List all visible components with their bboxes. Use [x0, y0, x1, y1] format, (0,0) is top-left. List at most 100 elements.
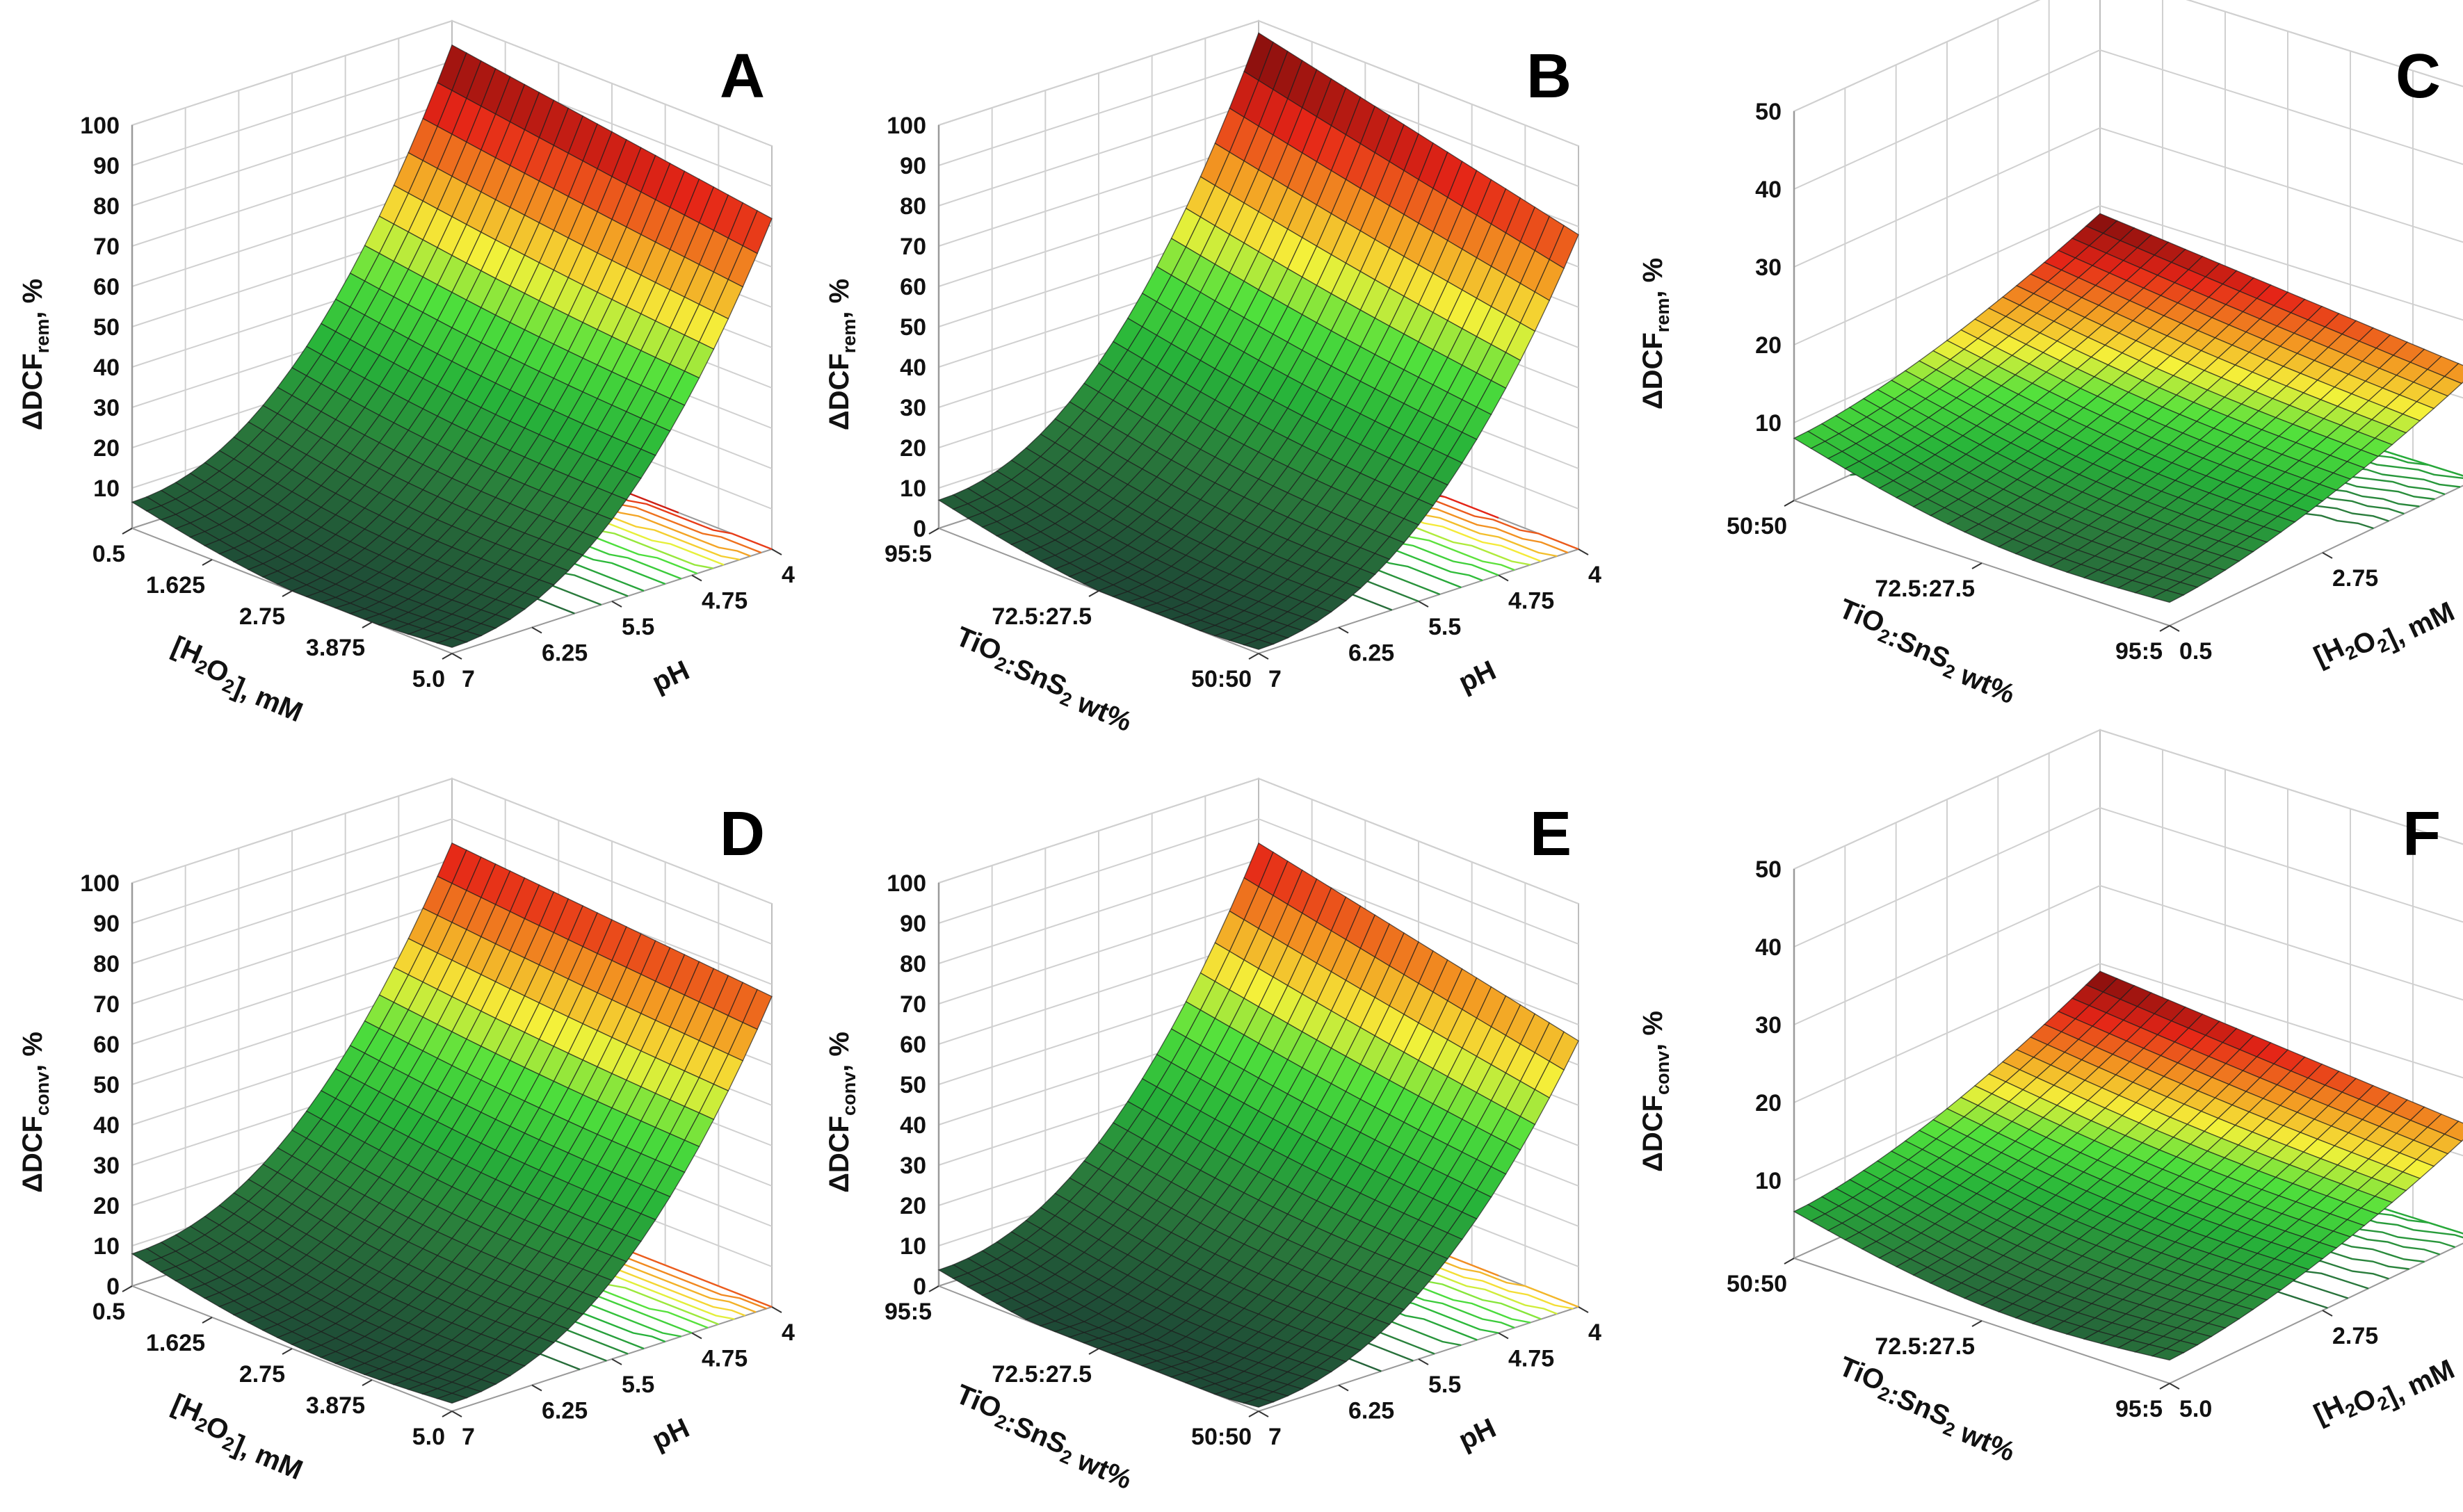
left-axis-tick-label: 3.875 — [306, 635, 365, 661]
z-tick-label: 0 — [913, 1274, 926, 1300]
z-axis-label: ΔDCFconv, % — [1638, 1011, 1673, 1172]
left-axis-tick — [362, 1379, 373, 1386]
surface-panel-d: 0 10 20 30 40 50 60 70 80 90 100 0.5 1.625 2.75 3.875 5… — [17, 777, 795, 1486]
right-axis-tick — [531, 1384, 542, 1392]
left-axis-tick-label: 0.5 — [92, 541, 125, 567]
surface-mesh — [1793, 970, 2463, 1361]
z-tick-label: 60 — [93, 1032, 120, 1058]
surface-mesh — [131, 842, 773, 1404]
surface-panel-c: 102030405050:5072.5:27.595:50.52.755.0Ti… — [1638, 0, 2463, 710]
z-axis-label: ΔDCFconv, % — [824, 1032, 859, 1193]
left-axis-tick — [122, 528, 133, 535]
z-tick-label: 40 — [900, 355, 926, 381]
surface-cell — [1242, 1397, 1275, 1408]
z-tick-label: 50 — [93, 314, 120, 341]
right-axis-tick — [1338, 1384, 1349, 1392]
surface-cell — [436, 637, 468, 648]
left-axis-tick — [202, 1317, 213, 1324]
left-axis-tick-label: 95:5 — [2115, 638, 2163, 665]
right-axis-tick-label: 5.5 — [1428, 1372, 1461, 1398]
z-tick-label: 90 — [93, 911, 120, 937]
z-tick-label: 0 — [106, 1274, 120, 1300]
left-axis-tick-label: 72.5:27.5 — [992, 603, 1092, 630]
z-tick-label: 40 — [1755, 177, 1782, 203]
z-axis-label: ΔDCFrem, % — [17, 279, 53, 430]
z-tick-label: 40 — [93, 1112, 120, 1139]
right-axis-tick-label: 4 — [782, 1319, 795, 1346]
right-axis-tick — [1258, 1411, 1269, 1417]
panel-label: D — [720, 799, 765, 869]
z-tick-label: 100 — [887, 870, 926, 897]
right-axis-tick-label: 2.75 — [2332, 565, 2378, 592]
right-axis-label: [H2O2], mM — [2309, 583, 2459, 685]
left-axis-tick — [1248, 1411, 1259, 1417]
surface-cell — [436, 1392, 468, 1404]
left-axis-tick — [282, 1348, 293, 1355]
right-axis-tick-label: 6.25 — [1348, 640, 1394, 667]
z-tick-label: 20 — [1755, 1090, 1782, 1116]
right-axis-tick-label: 4.75 — [1508, 588, 1554, 615]
z-tick-label: 30 — [1755, 1012, 1782, 1039]
z-tick-label: 80 — [900, 951, 926, 977]
surface-panel-e: 0 10 20 30 40 50 60 70 80 90 100 95:5 72.5:27.5 50:50… — [824, 777, 1601, 1495]
left-axis-tick-label: 1.625 — [146, 1330, 205, 1356]
right-axis-tick-label: 5.0 — [2179, 1396, 2212, 1422]
wall-gridline — [1793, 49, 2463, 190]
z-tick-label: 90 — [93, 153, 120, 179]
z-axis-label: ΔDCFconv, % — [17, 1032, 53, 1193]
z-tick-label: 30 — [1755, 254, 1782, 281]
z-tick-label: 0 — [913, 516, 926, 542]
panel-label: C — [2396, 42, 2441, 111]
right-axis-tick-label: 4.75 — [1508, 1346, 1554, 1372]
left-axis-tick — [928, 528, 939, 535]
left-axis-tick — [1088, 590, 1099, 597]
left-axis-tick — [282, 590, 293, 597]
left-axis-label: TiO2:SnS2 wt% — [946, 621, 1142, 738]
surface-mesh — [937, 842, 1579, 1408]
surface-panel-b: 0 10 20 30 40 50 60 70 80 90 100 95:5 72.5:27.5 50:50… — [824, 19, 1601, 738]
z-tick-label: 10 — [1755, 410, 1782, 437]
left-axis-tick — [202, 559, 213, 566]
z-tick-label: 100 — [80, 870, 120, 897]
right-axis-tick-label: 4.75 — [702, 588, 748, 615]
left-axis-tick-label: 72.5:27.5 — [1875, 1333, 1975, 1360]
right-axis-tick — [1578, 548, 1589, 555]
z-tick-label: 90 — [900, 911, 926, 937]
right-axis-tick-label: 5.5 — [622, 1372, 654, 1398]
right-axis-tick — [2322, 1310, 2333, 1317]
left-axis-tick-label: 50:50 — [1191, 666, 1252, 692]
z-axis-label: ΔDCFrem, % — [1638, 258, 1673, 409]
z-tick-label: 40 — [1755, 934, 1782, 961]
left-axis-label: TiO2:SnS2 wt% — [946, 1379, 1142, 1495]
right-axis-tick-label: 7 — [462, 1424, 475, 1450]
left-axis-tick — [2159, 1383, 2170, 1390]
panel-label: E — [1530, 799, 1572, 869]
z-tick-label: 60 — [900, 1032, 926, 1058]
surface-mesh — [937, 32, 1579, 650]
right-axis-tick-label: 6.25 — [542, 1398, 588, 1424]
right-axis-label: pH — [1454, 655, 1501, 698]
surface-cell — [2151, 590, 2185, 603]
right-axis-tick-label: 0.5 — [2179, 638, 2212, 665]
z-tick-label: 20 — [1755, 332, 1782, 359]
right-axis-tick-label: 4 — [782, 562, 795, 588]
wall-gridline — [1793, 729, 2463, 870]
surface-panel-a: 10 20 30 40 50 60 70 80 90 100 0.5 1.625 2.75 3.875 5.… — [17, 19, 795, 728]
right-axis-tick — [771, 548, 782, 555]
left-axis-tick-label: 72.5:27.5 — [1875, 576, 1975, 602]
right-axis-tick-label: 7 — [1268, 1424, 1282, 1450]
z-tick-label: 50 — [900, 1072, 926, 1098]
left-axis-tick — [362, 621, 373, 628]
z-tick-label: 80 — [900, 193, 926, 220]
z-tick-label: 30 — [93, 1153, 120, 1179]
right-axis-tick — [1418, 1358, 1429, 1365]
right-axis-tick — [1498, 574, 1509, 582]
z-tick-label: 20 — [93, 1193, 120, 1219]
z-tick-label: 80 — [93, 193, 120, 220]
z-tick-label: 50 — [900, 314, 926, 341]
right-axis-tick — [1418, 601, 1429, 608]
right-axis-tick — [611, 1358, 622, 1365]
z-tick-label: 30 — [900, 395, 926, 421]
right-axis-tick-label: 7 — [1268, 666, 1282, 692]
panel-label: B — [1526, 42, 1572, 111]
